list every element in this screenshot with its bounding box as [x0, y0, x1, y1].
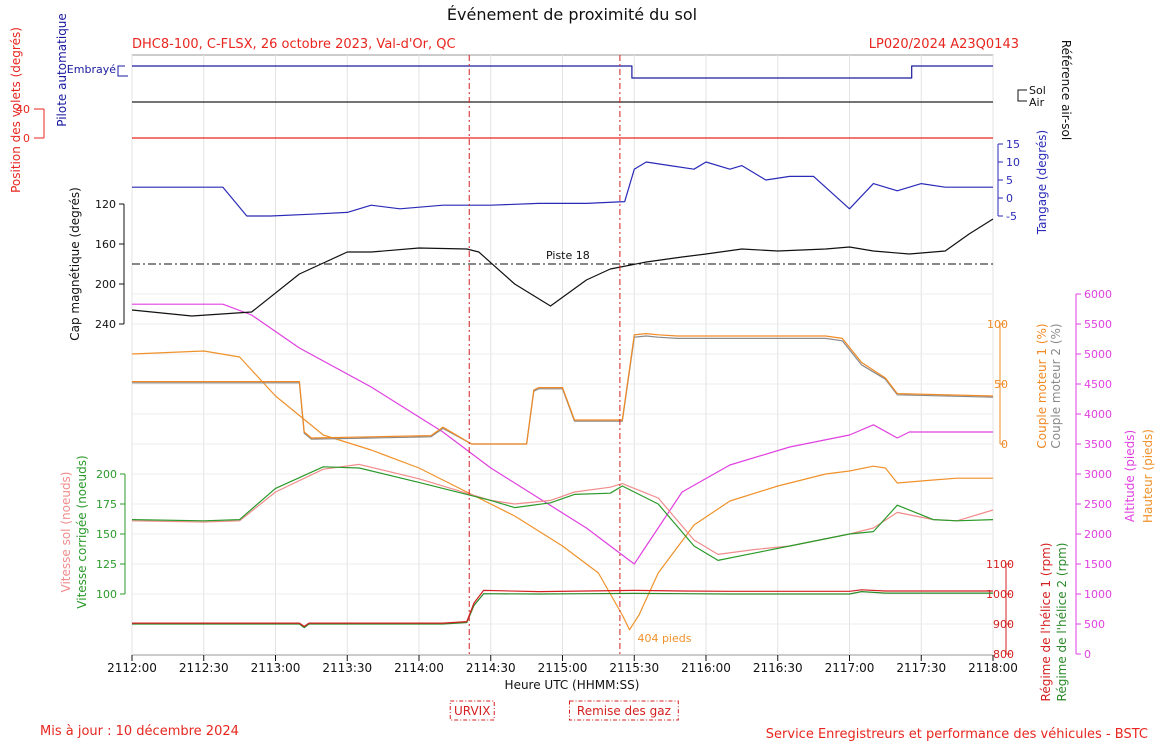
series-vitesse-sol	[131, 463, 994, 556]
x-tick-label: 2115:00	[538, 661, 588, 675]
axis-tick-label: 15	[1006, 138, 1020, 151]
series-vitesse-corrigee	[131, 466, 994, 562]
axis-tick-label: 175	[96, 498, 117, 511]
axis-tick-label: 4500	[1084, 378, 1112, 391]
heading-axis-label: Cap magnétique (degrés)	[68, 187, 82, 341]
axis-tick-label: 800	[993, 648, 1014, 661]
event-box	[449, 700, 495, 721]
height-axis-label: Hauteur (pieds)	[1141, 429, 1155, 523]
air-ground-air-label: Air	[1029, 96, 1045, 109]
autopilot-state-label: Embrayé	[67, 63, 116, 76]
prop2-axis-label: Régime de l'hélice 2 (rpm)	[1055, 543, 1069, 702]
air-ground-sol-label: Sol	[1029, 84, 1046, 97]
axis-tick-label: 100	[96, 588, 117, 601]
altitude-axis-label: Altitude (pieds)	[1123, 430, 1137, 522]
series-tangage	[132, 161, 993, 217]
axis-tick-label: 900	[993, 618, 1014, 631]
axis-tick-label: 6000	[1084, 288, 1112, 301]
axis-tick-label: 125	[96, 558, 117, 571]
flaps-axis-label: Position des volets (degrés)	[9, 27, 23, 193]
events-layer: URVIX Remise des gaz	[449, 55, 679, 721]
axis-tick-label: 500	[1084, 618, 1105, 631]
gs-axis-label: Vitesse sol (noeuds)	[59, 472, 73, 593]
torque2-axis-label: Couple moteur 2 (%)	[1049, 323, 1063, 448]
x-tick-label: 2117:30	[896, 661, 946, 675]
axis-tick-label: 5500	[1084, 318, 1112, 331]
axis-tick-label: 3000	[1084, 468, 1112, 481]
axis-tick-label: 120	[95, 198, 116, 211]
series-couple-moteur-2	[132, 335, 994, 445]
cas-axis-label: Vitesse corrigée (noeuds)	[75, 455, 89, 608]
event-label: URVIX	[454, 704, 490, 718]
axis-tick-label: 240	[95, 318, 116, 331]
series-pilote-automatique	[132, 65, 993, 79]
x-tick-label: 2114:30	[466, 661, 516, 675]
x-tick-label: 2112:30	[179, 661, 229, 675]
subtitle-right: LP020/2024 A23Q0143	[869, 37, 1019, 52]
axis-tick-label: 4000	[1084, 408, 1112, 421]
axis-lines	[38, 65, 1077, 654]
axis-tick-label: 200	[95, 278, 116, 291]
axis-tick-label: 1000	[986, 588, 1014, 601]
axis-tick-label: 40	[16, 103, 30, 116]
footer-left: Mis à jour : 10 décembre 2024	[40, 724, 239, 739]
pitch-axis-label: Tangage (degrés)	[1035, 130, 1049, 235]
x-tick-label: 2113:30	[322, 661, 372, 675]
series-cap-magnetique	[131, 218, 994, 317]
axis-tick-label: 1100	[986, 558, 1014, 571]
event-box	[569, 700, 679, 721]
series-regime-de-l-helice-1	[132, 589, 993, 628]
axis-tick-label: 0	[1006, 192, 1013, 205]
axis-tick-label: 100	[987, 318, 1008, 331]
x-tick-label: 2117:00	[825, 661, 875, 675]
x-axis-label: Heure UTC (HHMM:SS)	[505, 678, 640, 692]
axis-tick-label: 200	[96, 468, 117, 481]
axis-tick-label: 5	[1006, 174, 1013, 187]
axis-tick-label: -5	[1006, 210, 1017, 223]
subtitle-left: DHC8-100, C-FLSX, 26 octobre 2023, Val-d…	[132, 37, 456, 52]
series-couple-moteur-1	[132, 333, 994, 445]
axis-tick-label: 10	[1006, 156, 1020, 169]
axis-tick-label: 50	[994, 378, 1008, 391]
axis-tick-label: 0	[23, 132, 30, 145]
axis-tick-label: 0	[1001, 438, 1008, 451]
event-label: Remise des gaz	[577, 704, 671, 718]
grid	[131, 55, 994, 655]
series-layer	[131, 65, 994, 631]
footer-right: Service Enregistreurs et performance des…	[766, 727, 1148, 742]
x-tick-label: 2116:00	[681, 661, 731, 675]
axis-tick-label: 1000	[1084, 588, 1112, 601]
axis-tick-label: 160	[95, 238, 116, 251]
x-axis-ticks: 2112:00 2112:30 2113:00 2113:30 2114:00 2114:…	[107, 655, 1018, 675]
axis-tick-label: 0	[1084, 648, 1091, 661]
x-tick-label: 2116:30	[753, 661, 803, 675]
autopilot-axis-label: Pilote automatique	[55, 13, 69, 127]
x-tick-label: 2113:00	[251, 661, 301, 675]
axis-tick-label: 3500	[1084, 438, 1112, 451]
axis-ticks: 400120160200240200175150125100151050-510…	[16, 103, 1112, 661]
axis-tick-label: 2000	[1084, 528, 1112, 541]
x-tick-label: 2118:00	[968, 661, 1018, 675]
air-ground-axis-label: Référence air-sol	[1059, 40, 1073, 140]
min-height-label: 404 pieds	[637, 632, 691, 645]
axis-tick-label: 150	[96, 528, 117, 541]
axis-tick-label: 2500	[1084, 498, 1112, 511]
torque1-axis-label: Couple moteur 1 (%)	[1035, 323, 1049, 448]
runway-label: Piste 18	[546, 249, 590, 262]
chart-title: Événement de proximité du sol	[447, 5, 697, 24]
x-tick-label: 2112:00	[107, 661, 157, 675]
x-tick-label: 2115:30	[609, 661, 659, 675]
x-tick-label: 2114:00	[394, 661, 444, 675]
axis-tick-label: 5000	[1084, 348, 1112, 361]
series-altitude	[132, 303, 993, 565]
prop1-axis-label: Régime de l'hélice 1 (rpm)	[1039, 543, 1053, 702]
axis-tick-label: 1500	[1084, 558, 1112, 571]
series-regime-de-l-helice-2	[132, 590, 993, 629]
